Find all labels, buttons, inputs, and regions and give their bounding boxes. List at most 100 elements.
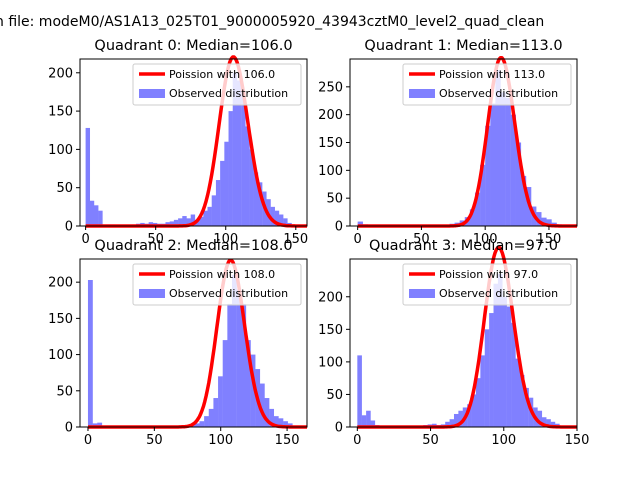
histogram-bars (357, 273, 569, 427)
histogram-bar (274, 210, 280, 226)
histogram-bar (541, 217, 547, 226)
subplot-quadrant-1: 0 50 100 150 0 50 100 150 200 250 Quadrant 1: Medi… (318, 38, 578, 247)
histogram-bar (449, 419, 455, 427)
y-tick-label: 50 (326, 192, 343, 207)
x-tick-label: 150 (565, 433, 590, 448)
histogram-bar (270, 206, 275, 226)
histogram-bar (475, 378, 481, 427)
histogram-bar (283, 218, 288, 226)
axes-frame (79, 58, 308, 227)
legend-hist-label: Observed distribution (439, 287, 558, 300)
histogram-bar (148, 222, 154, 226)
y-tick-label: 50 (326, 388, 343, 403)
histogram-bar (253, 172, 259, 226)
legend: Poission with 113.0 Observed distribution (402, 63, 572, 106)
histogram-bar (361, 415, 367, 427)
legend-box (132, 63, 302, 106)
x-tick-label: 100 (213, 232, 238, 247)
subplot-title: Quadrant 3: Median=97.0 (369, 238, 558, 254)
x-tick-label: 0 (354, 232, 362, 247)
histogram-bar (510, 114, 516, 226)
histogram-bar (213, 398, 219, 427)
histogram-bar (469, 209, 476, 226)
y-tick-label: 100 (48, 143, 73, 158)
histogram-bar (85, 127, 91, 226)
histogram-bar (89, 200, 95, 226)
histogram-bar (186, 218, 191, 226)
histogram-bar (231, 274, 237, 427)
histogram-bar (87, 280, 93, 427)
histogram-bar (211, 195, 217, 226)
legend-hist-swatch (409, 89, 435, 98)
legend-hist-swatch (409, 289, 435, 298)
x-tick-label: 100 (491, 433, 516, 448)
histogram-bar (500, 92, 506, 227)
histogram-bar (278, 214, 284, 226)
histogram-bar (215, 180, 221, 226)
x-tick-label: 150 (275, 433, 300, 448)
legend: Poission with 106.0 Observed distribution (132, 63, 302, 106)
y-tick-label: 250 (318, 80, 343, 95)
histogram-bar (245, 340, 251, 427)
histogram-bar (250, 354, 256, 427)
y-tick-label: 50 (56, 384, 73, 399)
axes-frame (79, 258, 308, 428)
y-tick-label: 0 (335, 421, 343, 436)
x-tick-label: 0 (353, 433, 361, 448)
histogram-bar (287, 423, 293, 427)
x-tick-label: 150 (283, 232, 308, 247)
legend-box (402, 263, 572, 306)
histogram-bar (445, 421, 450, 427)
legend-hist-label: Observed distribution (169, 287, 288, 300)
histogram-bar (519, 374, 525, 427)
x-tick-label: 50 (147, 232, 164, 247)
histogram-bar (537, 410, 543, 427)
legend-fit-label: Poission with 106.0 (169, 68, 275, 81)
histogram-bar (98, 210, 103, 226)
legend: Poission with 97.0 Observed distribution (402, 263, 572, 306)
y-tick-label: 0 (65, 220, 73, 235)
y-tick-label: 200 (48, 66, 73, 81)
legend-box (402, 63, 572, 106)
histogram-bar (190, 214, 196, 226)
histogram-bar (480, 355, 485, 427)
histogram-bar (515, 142, 522, 226)
y-tick-label: 0 (335, 220, 343, 235)
histogram-bar (178, 218, 183, 226)
histogram-bar (264, 398, 270, 427)
histogram-bar (232, 72, 238, 226)
histogram-bar (236, 80, 242, 226)
histogram-bar (173, 219, 179, 226)
subplots: 0 50 100 150 0 50 100 150 200 Quadrant 0: Median=… (48, 38, 589, 448)
histogram-bar (489, 313, 494, 427)
histogram-bar (480, 164, 486, 226)
x-tick-label: 150 (537, 232, 562, 247)
histogram-bar (228, 111, 233, 226)
x-tick-label: 50 (413, 232, 430, 247)
histogram-bar (546, 419, 551, 427)
legend-box (132, 263, 302, 306)
histogram-bar (227, 303, 233, 427)
histogram-bar (515, 358, 521, 427)
histogram-bar (169, 221, 175, 226)
histogram-bar (505, 97, 511, 226)
histogram-bar (366, 410, 371, 427)
histogram-bar (524, 387, 529, 427)
legend-fit-label: Poission with 113.0 (439, 68, 545, 81)
histogram-bar (218, 376, 223, 427)
legend-hist-swatch (139, 289, 165, 298)
subplot-quadrant-0: 0 50 100 150 0 50 100 150 200 Quadrant 0: Median=… (48, 38, 308, 247)
subplot-quadrant-3: 0 50 100 150 0 50 100 150 200 Quadrant 3: Median=… (318, 238, 589, 448)
histogram-bar (357, 355, 362, 427)
y-tick-label: 100 (318, 355, 343, 370)
histogram-bar (484, 329, 490, 427)
histogram-bar (245, 126, 250, 226)
histogram-bar (241, 91, 246, 226)
histogram-bar (273, 416, 279, 427)
legend-hist-swatch (139, 89, 165, 98)
histogram-bar (207, 206, 212, 226)
y-tick-label: 200 (48, 276, 73, 291)
histogram-bar (257, 182, 263, 226)
histogram-bar (520, 175, 527, 226)
histogram-bar (495, 70, 501, 226)
